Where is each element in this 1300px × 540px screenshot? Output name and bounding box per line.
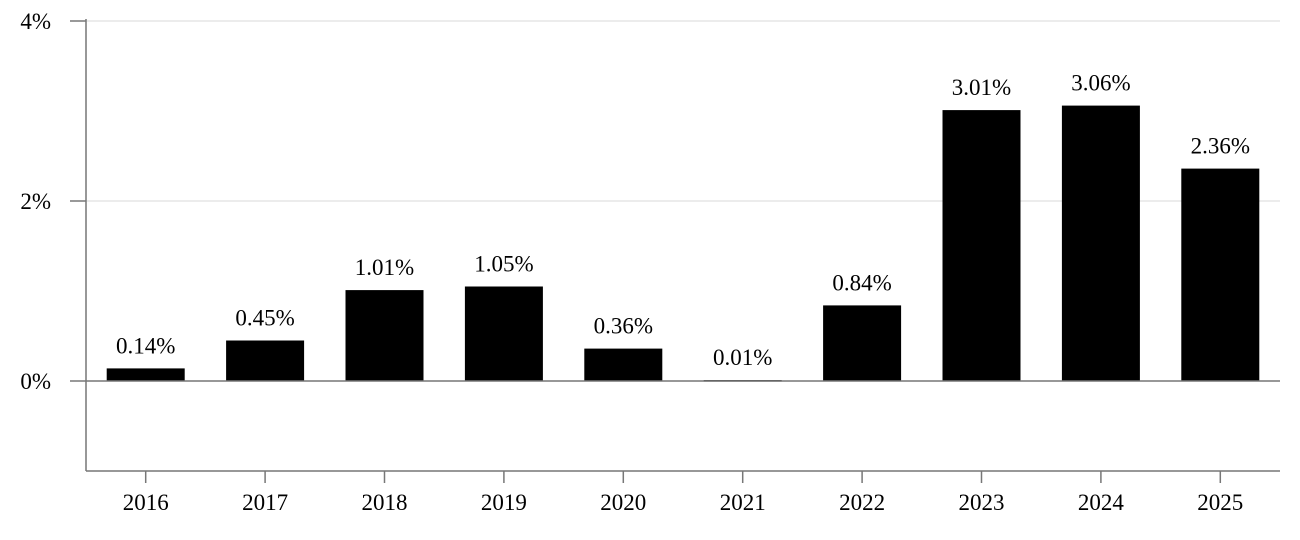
bar-2025 (1181, 168, 1260, 381)
x-tick-label: 2023 (959, 490, 1005, 515)
data-label: 0.14% (116, 333, 175, 358)
bar-2016 (106, 368, 185, 381)
data-label: 3.01% (952, 75, 1011, 100)
x-tick-label: 2020 (600, 490, 646, 515)
x-tick-label: 2016 (123, 490, 169, 515)
x-tick-label: 2021 (720, 490, 766, 515)
x-tick-label: 2022 (839, 490, 885, 515)
y-tick-label: 4% (20, 9, 51, 34)
bar-2018 (345, 290, 424, 381)
bar-2020 (584, 348, 663, 381)
axes (70, 19, 1280, 483)
data-label: 1.01% (355, 255, 414, 280)
data-label: 2.36% (1191, 134, 1250, 159)
bars (106, 105, 1260, 382)
labels: 0% 2% 4% 2016 0.14% 2017 0.45% 2018 1.01% 2019 1.0… (20, 9, 1250, 515)
bar-2017 (226, 340, 305, 381)
y-tick-label: 0% (20, 369, 51, 394)
data-label: 0.45% (235, 306, 294, 331)
x-tick-label: 2019 (481, 490, 527, 515)
data-label: 0.36% (594, 314, 653, 339)
bar-2023 (942, 110, 1021, 381)
x-tick-label: 2017 (242, 490, 288, 515)
data-label: 0.84% (832, 270, 891, 295)
x-tick-label: 2024 (1078, 490, 1125, 515)
bar-2024 (1061, 105, 1140, 381)
bar-2022 (823, 305, 902, 381)
data-label: 0.01% (713, 345, 772, 370)
y-tick-label: 2% (20, 189, 51, 214)
data-label: 3.06% (1071, 71, 1130, 96)
bar-2019 (464, 286, 543, 381)
data-label: 1.05% (474, 252, 533, 277)
x-tick-label: 2025 (1197, 490, 1243, 515)
x-tick-label: 2018 (362, 490, 408, 515)
